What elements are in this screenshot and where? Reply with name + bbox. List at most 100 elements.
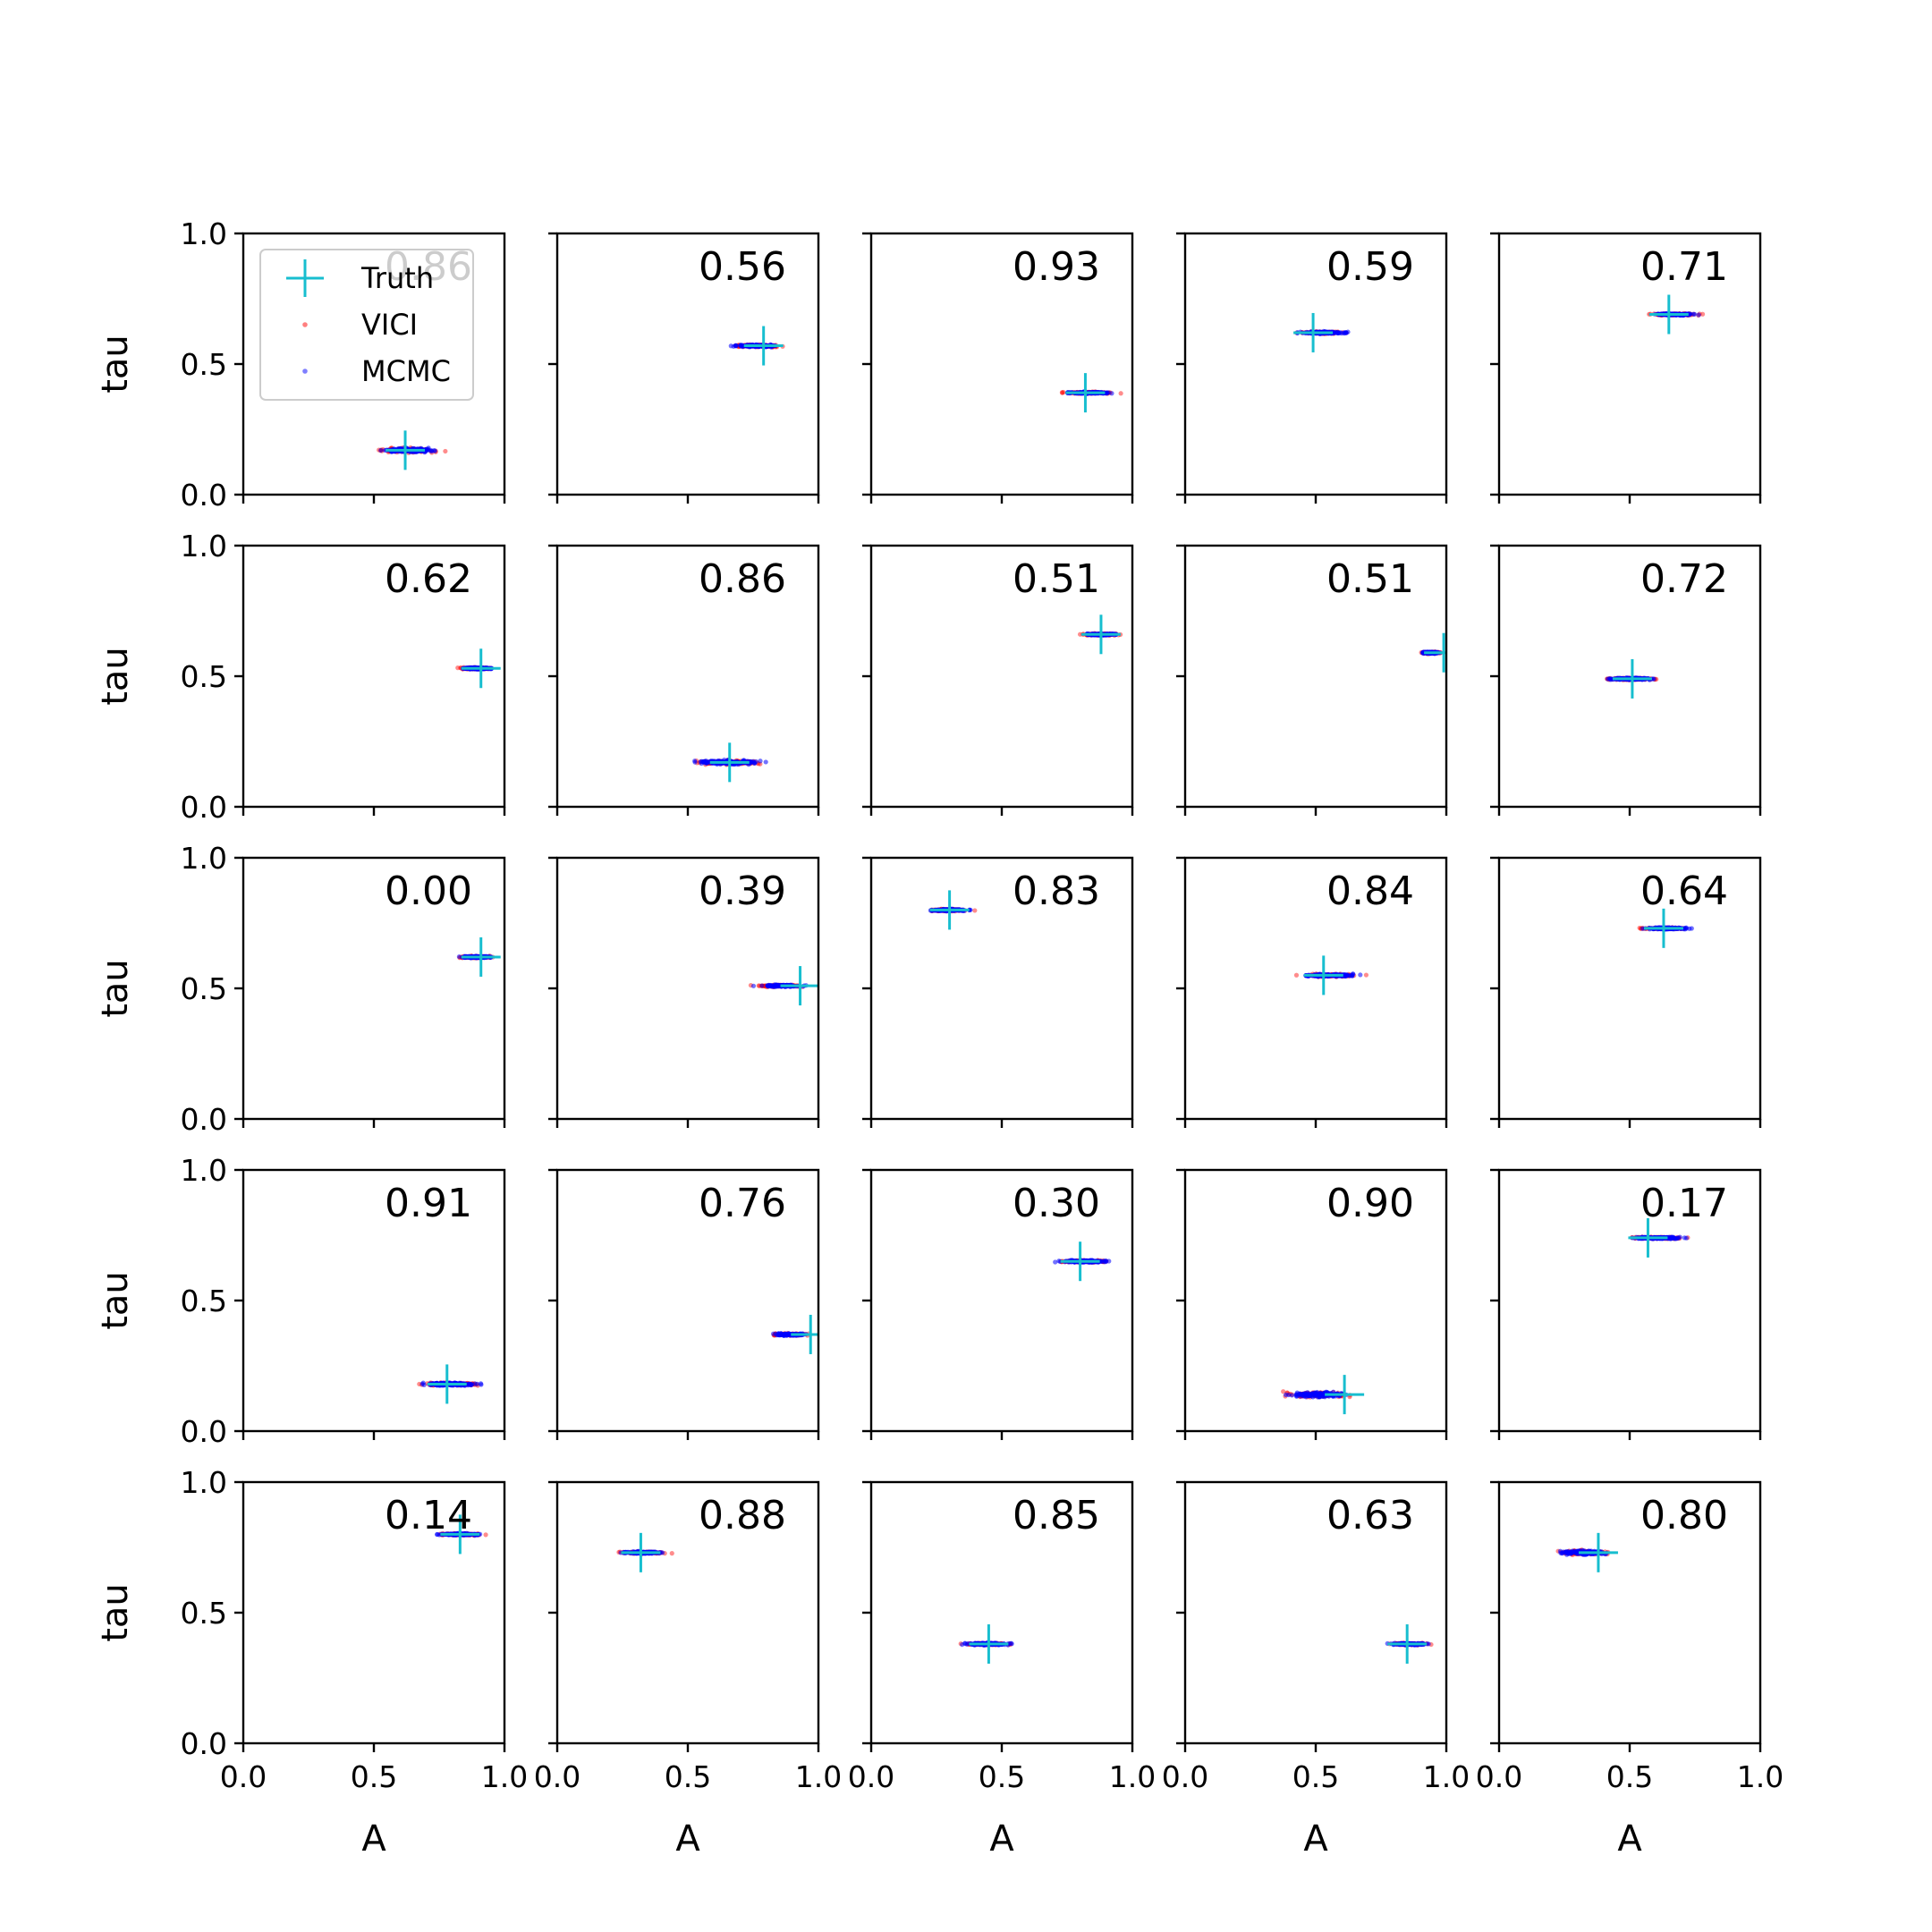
y-tick-label: 0.0 — [181, 1102, 227, 1137]
score-label: 0.72 — [1640, 556, 1728, 602]
mcmc-sample — [703, 758, 708, 764]
mcmc-sample — [1605, 676, 1611, 682]
y-tick-label: 1.0 — [181, 841, 227, 876]
truth-marker — [1424, 632, 1446, 673]
mcmc-sample — [378, 447, 384, 453]
subplot-13: 0.83 — [862, 856, 1134, 1128]
truth-marker — [461, 936, 501, 977]
score-label: 0.93 — [1013, 244, 1100, 290]
mcmc-sample — [728, 343, 733, 349]
truth-marker — [1065, 373, 1106, 413]
vici-sample — [1118, 391, 1123, 396]
vici-sample — [1059, 390, 1065, 395]
vici-sample — [443, 448, 448, 454]
score-label: 0.59 — [1326, 244, 1414, 290]
vici-sample — [1060, 390, 1065, 395]
truth-marker — [780, 966, 818, 1006]
y-tick-label: 1.0 — [181, 529, 227, 564]
subplot-14: 0.84 — [1176, 856, 1448, 1128]
mcmc-sample — [1339, 331, 1344, 336]
truth-marker — [1612, 658, 1652, 699]
y-axis-label: tau — [95, 647, 136, 706]
score-label: 0.91 — [385, 1181, 472, 1226]
subplot-3: 0.93 — [862, 232, 1134, 504]
score-label: 0.51 — [1326, 556, 1414, 602]
legend-label-mcmc: MCMC — [361, 354, 451, 388]
mcmc-sample — [1696, 312, 1701, 318]
mcmc-sample — [479, 1382, 484, 1387]
y-tick-label: 0.5 — [181, 659, 227, 694]
score-label: 0.84 — [1326, 869, 1414, 914]
subplot-15: 0.64 — [1490, 856, 1762, 1128]
truth-marker — [1080, 614, 1121, 655]
score-label: 0.62 — [385, 556, 472, 602]
legend-label-vici: VICI — [361, 308, 418, 342]
truth-marker — [427, 1364, 467, 1404]
mcmc-sample — [1651, 676, 1657, 682]
vici-sample — [1363, 972, 1369, 978]
mcmc-sample — [1691, 311, 1698, 317]
mcmc-sample — [1688, 311, 1693, 317]
score-label: 0.56 — [699, 244, 786, 290]
subplot-8: 0.51 — [862, 544, 1134, 816]
truth-marker — [461, 648, 501, 689]
score-label: 0.86 — [699, 556, 786, 602]
y-axis-label: tau — [95, 335, 136, 394]
y-tick-label: 0.5 — [181, 971, 227, 1006]
score-label: 0.83 — [1013, 869, 1100, 914]
truth-marker — [386, 430, 426, 470]
vici-sample — [1293, 972, 1300, 978]
truth-marker — [1643, 908, 1683, 948]
mcmc-sample — [428, 448, 435, 454]
score-label: 0.71 — [1640, 244, 1728, 290]
mcmc-sample — [1345, 329, 1351, 335]
y-tick-label: 0.0 — [181, 478, 227, 513]
subplot-4: 0.59 — [1176, 232, 1448, 504]
y-tick-label: 0.5 — [181, 1284, 227, 1318]
mcmc-sample — [421, 1382, 427, 1387]
mcmc-sample — [767, 983, 774, 988]
subplot-9: 0.51 — [1176, 544, 1448, 816]
legend: Truth VICI MCMC — [259, 249, 474, 401]
y-tick-label: 0.0 — [181, 790, 227, 825]
legend-mcmc-dot — [302, 369, 308, 374]
vici-sample — [972, 908, 978, 913]
truth-marker — [1303, 955, 1343, 996]
vici-sample — [1077, 631, 1083, 637]
y-axis-label: tau — [95, 1271, 136, 1330]
mcmc-sample — [432, 448, 437, 453]
mcmc-sample — [1106, 390, 1111, 395]
truth-marker — [1648, 294, 1689, 335]
mcmc-sample — [1358, 972, 1363, 978]
subplot-7: 0.86 — [548, 544, 820, 816]
mcmc-sample — [692, 759, 698, 765]
y-tick-label: 1.0 — [181, 216, 227, 251]
mcmc-sample — [474, 1381, 480, 1386]
mcmc-sample — [763, 759, 768, 765]
y-axis-label: tau — [95, 959, 136, 1018]
vici-sample — [455, 665, 461, 671]
mcmc-sample — [759, 983, 765, 988]
truth-marker — [929, 890, 970, 930]
mcmc-sample — [1335, 330, 1341, 335]
subplot-6: 0.0 0.5 1.0 tau 0.62 — [95, 529, 506, 825]
mcmc-sample — [750, 983, 757, 988]
mcmc-sample — [749, 759, 754, 765]
mcmc-sample — [1689, 926, 1694, 931]
legend-box — [259, 249, 474, 401]
mcmc-sample — [470, 1382, 475, 1387]
vici-sample — [1699, 311, 1706, 317]
subplot-12: 0.39 — [548, 856, 820, 1128]
subplot-10: 0.72 — [1490, 544, 1762, 816]
mcmc-sample — [733, 343, 739, 348]
subplot-2: 0.56 — [548, 232, 820, 504]
truth-marker — [709, 742, 750, 783]
truth-marker — [743, 326, 784, 366]
y-tick-label: 0.5 — [181, 347, 227, 382]
legend-label-truth: Truth — [360, 261, 434, 295]
vici-sample — [1061, 389, 1066, 395]
y-tick-label: 1.0 — [181, 1153, 227, 1188]
